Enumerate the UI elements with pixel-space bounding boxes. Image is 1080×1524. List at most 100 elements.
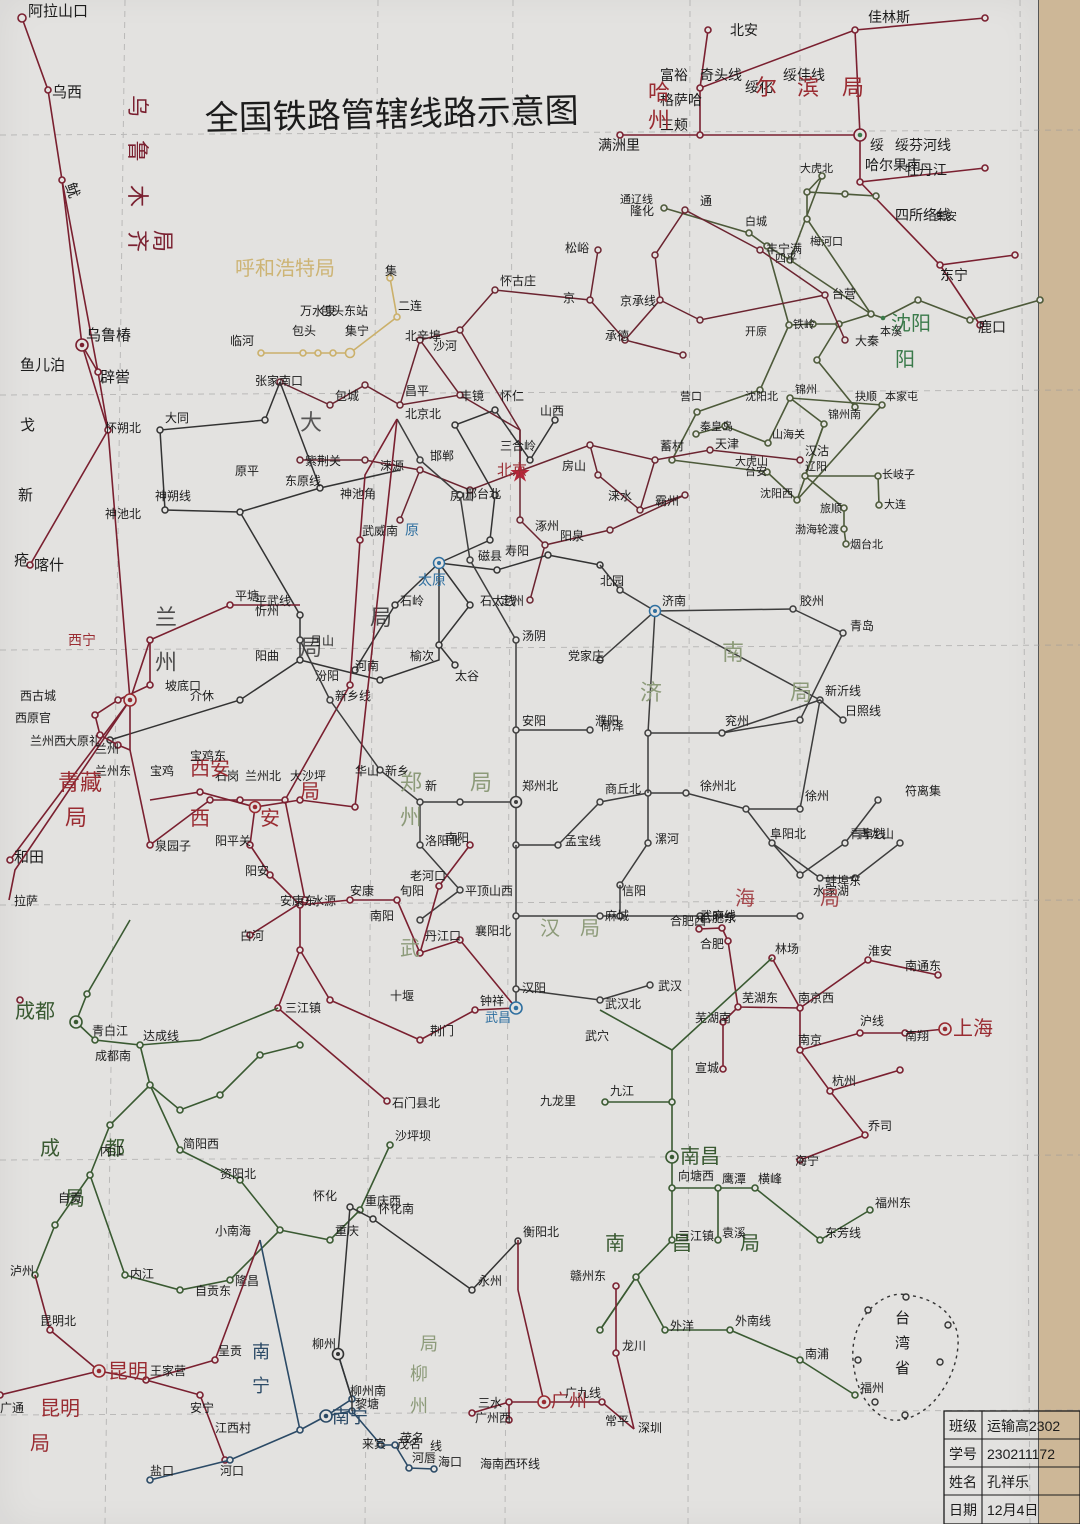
- svg-text:鲁: 鲁: [125, 140, 150, 162]
- svg-text:乔司: 乔司: [868, 1119, 892, 1133]
- svg-text:大同: 大同: [165, 411, 189, 425]
- svg-text:石门县北: 石门县北: [392, 1095, 440, 1110]
- svg-text:全国铁路管辖线路示意图: 全国铁路管辖线路示意图: [204, 92, 579, 138]
- svg-text:集: 集: [385, 263, 397, 278]
- svg-text:柳州: 柳州: [312, 1337, 336, 1351]
- svg-text:锦州南: 锦州南: [828, 407, 861, 421]
- svg-text:齐: 齐: [125, 230, 150, 252]
- svg-text:集宁: 集宁: [345, 323, 369, 338]
- svg-text:麻城: 麻城: [605, 908, 629, 923]
- svg-text:南浦: 南浦: [805, 1346, 829, 1361]
- svg-text:阳曲: 阳曲: [255, 649, 279, 663]
- svg-text:杭州: 杭州: [832, 1073, 856, 1088]
- svg-text:符离集: 符离集: [905, 783, 941, 798]
- svg-text:外南线: 外南线: [735, 1313, 771, 1328]
- svg-text:青岛: 青岛: [850, 618, 874, 633]
- svg-text:新乡线: 新乡线: [335, 688, 371, 703]
- svg-text:哈: 哈: [648, 80, 670, 105]
- svg-text:三江镇: 三江镇: [285, 1001, 321, 1015]
- svg-text:阿拉山口: 阿拉山口: [28, 3, 88, 20]
- svg-text:大虎北: 大虎北: [800, 161, 833, 175]
- svg-text:石岭: 石岭: [400, 594, 424, 608]
- svg-text:怀仁: 怀仁: [500, 389, 524, 403]
- svg-text:线: 线: [430, 1439, 442, 1453]
- svg-text:大连: 大连: [884, 497, 906, 511]
- svg-text:局: 局: [580, 918, 600, 940]
- svg-text:福州东: 福州东: [875, 1195, 911, 1210]
- svg-text:资阳北: 资阳北: [220, 1167, 256, 1181]
- svg-text:局: 局: [470, 770, 492, 795]
- svg-text:石太线: 石太线: [480, 593, 516, 608]
- svg-text:内江: 内江: [100, 1144, 124, 1158]
- svg-text:省: 省: [895, 1360, 910, 1377]
- svg-text:滨: 滨: [797, 75, 819, 100]
- svg-text:衡阳北: 衡阳北: [523, 1225, 559, 1239]
- svg-text:南京西: 南京西: [798, 990, 834, 1005]
- svg-text:蓄村: 蓄村: [660, 439, 684, 453]
- svg-text:西原官: 西原官: [15, 710, 51, 725]
- svg-text:鹿口: 鹿口: [978, 319, 1006, 335]
- svg-text:西: 西: [190, 808, 210, 830]
- svg-text:广九线: 广九线: [565, 1386, 601, 1400]
- svg-text:邢台北: 邢台北: [465, 486, 501, 501]
- svg-text:南: 南: [252, 1342, 270, 1362]
- svg-text:阜阳北: 阜阳北: [770, 827, 806, 841]
- svg-text:芜湖东: 芜湖东: [742, 990, 778, 1005]
- svg-text:安阳: 安阳: [522, 713, 546, 728]
- svg-text:旬阳: 旬阳: [400, 884, 424, 898]
- svg-text:承德: 承德: [605, 328, 629, 343]
- svg-text:成: 成: [40, 1137, 60, 1160]
- svg-text:海宁: 海宁: [795, 1153, 819, 1168]
- svg-text:济南: 济南: [662, 593, 686, 608]
- svg-text:淮安: 淮安: [868, 943, 892, 958]
- svg-text:来宾: 来宾: [362, 1436, 386, 1451]
- svg-text:广州西: 广州西: [475, 1411, 511, 1425]
- svg-text:神池北: 神池北: [105, 507, 141, 521]
- svg-text:铁岭: 铁岭: [793, 317, 815, 331]
- svg-text:丹江口: 丹江口: [425, 929, 461, 943]
- svg-text:黎塘: 黎塘: [355, 1396, 379, 1411]
- svg-text:永州: 永州: [478, 1274, 502, 1288]
- svg-text:阳平关: 阳平关: [215, 834, 251, 848]
- svg-text:集安: 集安: [935, 209, 957, 223]
- svg-text:南: 南: [722, 640, 744, 665]
- svg-text:本溪: 本溪: [880, 324, 902, 338]
- svg-text:山西: 山西: [540, 404, 564, 418]
- svg-text:阳: 阳: [895, 348, 915, 371]
- svg-text:广通: 广通: [0, 1401, 24, 1415]
- svg-text:南京: 南京: [798, 1032, 822, 1047]
- svg-text:北京北: 北京北: [405, 407, 441, 421]
- svg-text:湾: 湾: [895, 1335, 910, 1352]
- svg-text:汉沽: 汉沽: [805, 444, 829, 458]
- svg-text:房山: 房山: [562, 458, 586, 473]
- svg-text:鱼儿泊: 鱼儿泊: [20, 356, 65, 374]
- svg-text:乌鲁椿: 乌鲁椿: [86, 327, 131, 344]
- svg-text:党家庄: 党家庄: [568, 648, 604, 663]
- svg-text:月山: 月山: [310, 634, 334, 648]
- svg-text:安康东: 安康东: [280, 893, 316, 908]
- svg-text:上海: 上海: [953, 1017, 993, 1040]
- svg-text:怀朔北: 怀朔北: [105, 420, 141, 435]
- svg-text:自贡: 自贡: [58, 1191, 82, 1205]
- svg-text:钟祥: 钟祥: [480, 993, 504, 1008]
- svg-text:平顶山西: 平顶山西: [465, 884, 513, 898]
- svg-text:大: 大: [300, 410, 322, 435]
- svg-text:商丘北: 商丘北: [605, 781, 641, 796]
- svg-text:海南西环线: 海南西环线: [480, 1456, 540, 1471]
- svg-text:合肥: 合肥: [700, 936, 724, 951]
- svg-text:丰镜: 丰镜: [460, 388, 484, 403]
- svg-text:局: 局: [842, 75, 864, 100]
- svg-text:茂名: 茂名: [400, 1430, 424, 1445]
- svg-text:坡底口: 坡底口: [165, 678, 201, 693]
- svg-text:局: 局: [420, 1334, 438, 1354]
- svg-text:佳林斯: 佳林斯: [868, 9, 910, 25]
- svg-text:丰宁满: 丰宁满: [766, 241, 802, 256]
- svg-text:辽阳: 辽阳: [805, 460, 827, 473]
- svg-text:京承线: 京承线: [620, 294, 656, 308]
- svg-text:沙坪坝: 沙坪坝: [395, 1129, 431, 1143]
- svg-text:汤阴: 汤阴: [522, 629, 546, 643]
- svg-text:临河: 临河: [230, 334, 254, 348]
- svg-text:州: 州: [400, 805, 422, 830]
- svg-text:南通东: 南通东: [905, 958, 941, 973]
- svg-text:林场: 林场: [775, 942, 799, 956]
